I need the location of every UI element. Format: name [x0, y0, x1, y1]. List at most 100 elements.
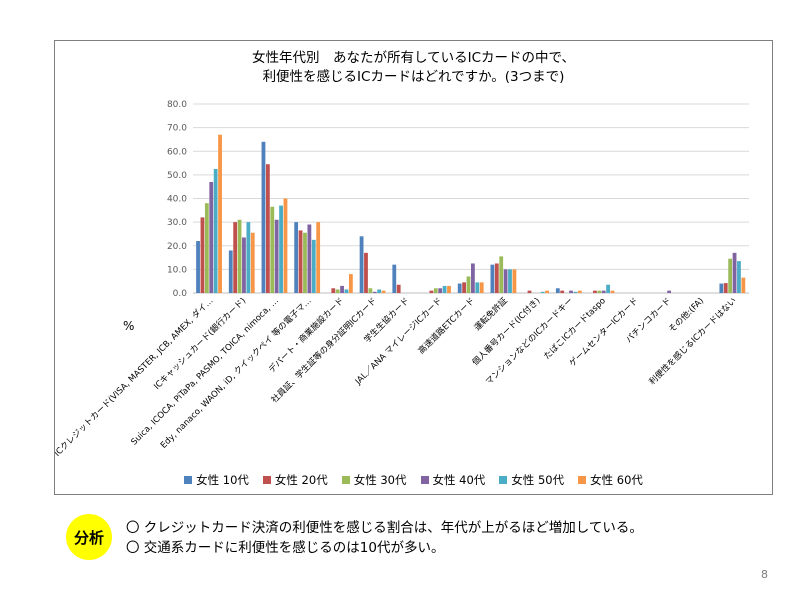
legend-entry: 女性 40代 [420, 472, 486, 488]
bar [442, 285, 447, 293]
bar [381, 290, 386, 293]
bar [512, 269, 517, 293]
bar [396, 284, 401, 293]
bar [667, 290, 672, 293]
x-tick-label: Edy, nanaco, WAON, iD, クイックペイ 等の電子マ… [158, 295, 313, 450]
legend-label: 女性 20代 [274, 473, 328, 487]
bar [741, 277, 746, 293]
bar [200, 217, 205, 293]
analysis-note-2: 〇 交通系カードに利便性を感じるのは10代が多い。 [126, 540, 445, 556]
bar [494, 263, 499, 293]
bar [438, 288, 443, 293]
bar [348, 274, 353, 293]
legend-label: 女性 40代 [432, 473, 486, 487]
y-tick-label: 20.0 [167, 242, 187, 252]
bar [196, 241, 200, 293]
bar [261, 141, 266, 293]
bar [573, 291, 578, 293]
y-tick-label: 0.0 [173, 289, 188, 299]
bar [593, 290, 597, 293]
bar [577, 290, 582, 293]
legend-label: 女性 30代 [353, 473, 407, 487]
bar [527, 290, 532, 293]
bar [364, 252, 368, 293]
bar [597, 290, 602, 293]
bar [368, 288, 373, 293]
bar [242, 237, 246, 293]
bar [316, 222, 321, 293]
chart-title-line1: 女性年代別 あなたが所有しているICカードの中で、 [252, 50, 575, 66]
y-tick-label: 50.0 [167, 171, 187, 181]
bar [344, 289, 349, 293]
legend-swatch [578, 476, 587, 484]
bar [392, 264, 397, 293]
bar [307, 224, 312, 293]
bar [719, 283, 724, 293]
chart-title-line2: 利便性を感じるICカードはどれですか。(3つまで) [262, 69, 565, 85]
legend-entry: 女性 60代 [578, 472, 643, 488]
bar [601, 290, 606, 293]
bar [606, 284, 611, 293]
bar [569, 290, 573, 293]
bar [433, 288, 438, 293]
bar [213, 168, 218, 293]
bar [283, 198, 288, 293]
bar [246, 222, 251, 293]
legend-label: 女性 10代 [196, 473, 249, 487]
bar [499, 256, 504, 293]
bar [237, 219, 242, 293]
legend-label: 女性 50代 [511, 473, 565, 487]
y-tick-label: 30.0 [167, 218, 187, 228]
bar [311, 239, 316, 293]
y-tick-label: 70.0 [167, 124, 187, 134]
bar [265, 164, 270, 293]
bar [429, 290, 434, 293]
y-tick-label: 10.0 [167, 265, 187, 275]
legend-entry: 女性 50代 [499, 472, 564, 488]
bar [209, 181, 214, 293]
legend-label: 女性 60代 [590, 473, 643, 487]
bar [359, 236, 364, 293]
x-tick-label: たばこICカードtaspo [542, 296, 608, 362]
analysis-badge: 分析 [66, 514, 112, 560]
bar [475, 282, 480, 293]
y-tick-label: 80.0 [167, 100, 187, 110]
bar [447, 285, 451, 293]
chart-legend: 女性 10代 女性 20代 女性 30代 女性 40代 女性 50代 女性 60代 [55, 472, 772, 488]
bar [737, 261, 741, 293]
bar [503, 269, 508, 293]
bar [331, 288, 336, 293]
bar [250, 232, 255, 293]
bar [279, 205, 283, 293]
bar [508, 269, 512, 293]
bar [610, 290, 615, 293]
bar [560, 290, 565, 293]
bar [732, 252, 737, 293]
legend-swatch [341, 476, 350, 484]
bar [340, 285, 344, 293]
y-tick-label: 40.0 [167, 195, 187, 205]
bar [274, 219, 279, 293]
bar [294, 222, 299, 293]
bar [457, 283, 462, 293]
y-tick-label: 60.0 [167, 147, 187, 157]
bar [303, 232, 307, 293]
bar [555, 288, 560, 293]
legend-swatch [420, 476, 429, 484]
bar [372, 291, 377, 293]
bar [218, 134, 222, 293]
bar [466, 276, 471, 293]
bar [545, 290, 550, 293]
analysis-note-1: 〇 クレジットカード決済の利便性を感じる割合は、年代が上がるほど増加している。 [126, 520, 643, 536]
bar [335, 289, 340, 293]
analysis-notes: 〇 クレジットカード決済の利便性を感じる割合は、年代が上がるほど増加している。 … [126, 518, 643, 558]
legend-entry: 女性 10代 [184, 472, 249, 488]
bar [377, 289, 382, 293]
bar-chart: 0.010.020.030.040.050.060.070.080.0ICクレジ… [55, 100, 749, 459]
chart-frame: 女性年代別 あなたが所有しているICカードの中で、 利便性を感じるICカードはど… [54, 40, 773, 495]
bar [270, 206, 275, 293]
legend-swatch [499, 476, 508, 484]
x-tick-label: 高速道路ETCカード [416, 295, 477, 356]
legend-entry: 女性 20代 [262, 472, 328, 488]
bar [490, 264, 495, 293]
